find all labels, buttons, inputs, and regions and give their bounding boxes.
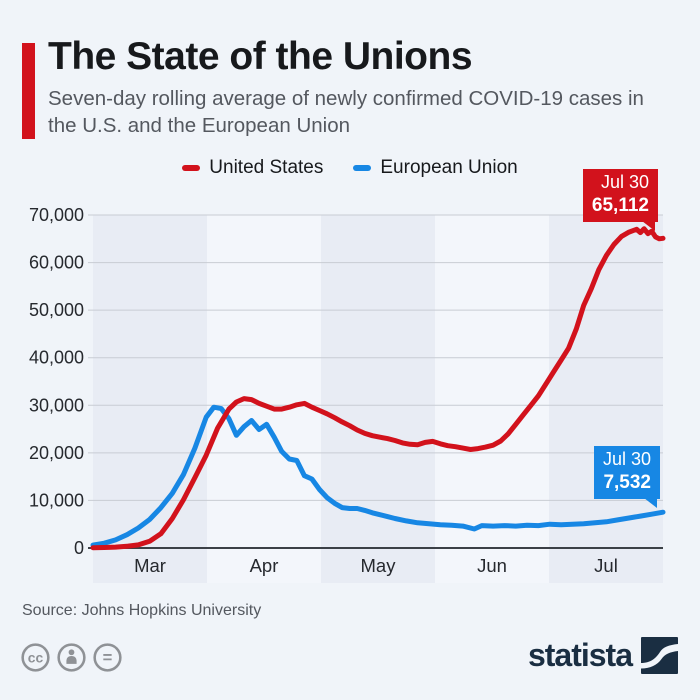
line-chart: Mar Apr May Jun Jul 0 10,000 20,000 30,000 40,000… [0,169,700,595]
european-union-series-line [90,404,666,548]
x-tick-label-mar: Mar [134,555,166,576]
y-tick-label-0: 0 [74,538,84,558]
x-tick-label-jun: Jun [477,555,507,576]
page-title: The State of the Unions [48,35,473,78]
us-callout-date: Jul 30 [600,172,649,192]
month-band-jun [435,215,549,583]
eu-callout-date: Jul 30 [602,449,651,469]
page-subtitle: Seven-day rolling average of newly confi… [48,87,644,137]
license-badges: cc = [20,642,123,673]
eu-callout-value: 7,532 [603,471,651,493]
united-states-series-line [90,226,666,551]
month-band-mar [93,215,207,583]
chart-legend: United States European Union [0,157,700,179]
x-tick-label-apr: Apr [250,555,279,576]
month-band-jul [549,215,663,583]
statista-mark-icon [641,637,678,674]
us-callout-value: 65,112 [591,194,649,216]
us-series-marker-icon [182,165,201,171]
y-tick-label-30000: 30,000 [29,395,84,415]
y-tick-label-50000: 50,000 [29,300,84,320]
eu-series-marker-icon [353,165,372,171]
legend-item-european-union: European Union [353,157,518,179]
legend-label-european-union: European Union [380,157,518,178]
chart-plot-area: Mar Apr May Jun Jul 0 10,000 20,000 30,000 40,000… [29,205,666,583]
x-tick-label-jul: Jul [594,555,618,576]
y-tick-label-70000: 70,000 [29,205,84,225]
eu-callout: Jul 30 7,532 [593,446,660,509]
attribution-icon[interactable] [56,642,87,673]
source-note: Source: Johns Hopkins University [22,602,262,619]
svg-text:cc: cc [28,649,44,665]
svg-text:=: = [103,648,113,667]
y-tick-label-60000: 60,000 [29,253,84,273]
statista-wordmark: statista [527,637,633,673]
legend-item-united-states: United States [182,157,323,179]
x-tick-label-may: May [361,555,397,576]
month-band-may [321,215,435,583]
y-tick-label-20000: 20,000 [29,443,84,463]
y-tick-label-10000: 10,000 [29,490,84,510]
title-accent-bar [22,43,35,139]
statista-logo[interactable]: statista [528,637,678,674]
y-tick-label-40000: 40,000 [29,348,84,368]
month-band-apr [207,215,321,583]
no-derivatives-icon[interactable]: = [92,642,123,673]
legend-label-united-states: United States [209,157,324,178]
cc-icon[interactable]: cc [20,642,51,673]
us-callout: Jul 30 65,112 [582,169,658,232]
